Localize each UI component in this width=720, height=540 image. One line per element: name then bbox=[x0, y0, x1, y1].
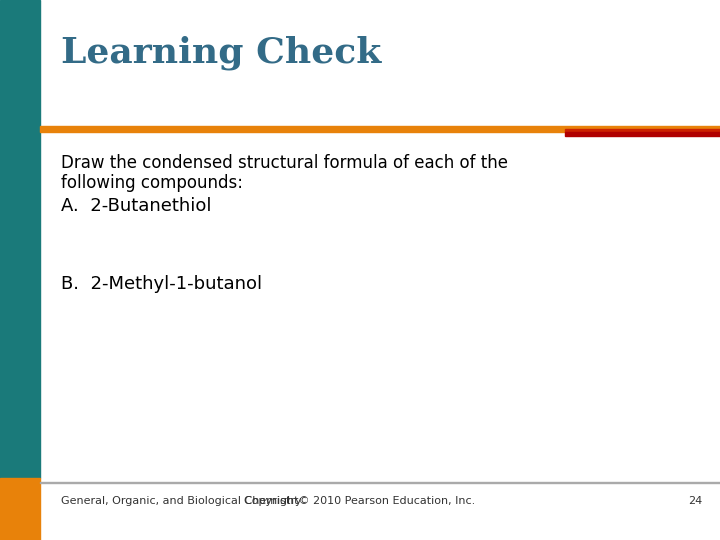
Bar bbox=[40, 126, 720, 132]
Bar bbox=[0, 478, 40, 540]
Text: General, Organic, and Biological Chemistry: General, Organic, and Biological Chemist… bbox=[61, 496, 302, 506]
Bar bbox=[40, 482, 720, 483]
Bar bbox=[0, 0, 40, 478]
Text: A.  2-Butanethiol: A. 2-Butanethiol bbox=[61, 197, 212, 215]
Text: Draw the condensed structural formula of each of the: Draw the condensed structural formula of… bbox=[61, 154, 508, 172]
Text: Copyright© 2010 Pearson Education, Inc.: Copyright© 2010 Pearson Education, Inc. bbox=[244, 496, 476, 506]
Text: following compounds:: following compounds: bbox=[61, 174, 243, 192]
Text: 24: 24 bbox=[688, 496, 702, 506]
Text: Learning Check: Learning Check bbox=[61, 35, 382, 70]
Bar bbox=[565, 132, 720, 136]
Bar bbox=[565, 129, 720, 132]
Text: B.  2-Methyl-1-butanol: B. 2-Methyl-1-butanol bbox=[61, 275, 262, 293]
